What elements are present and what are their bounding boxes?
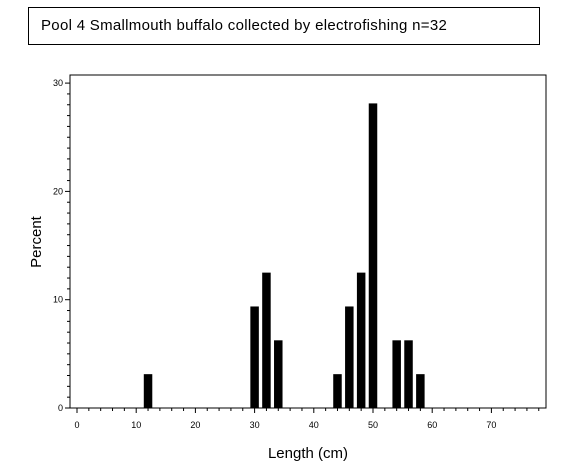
bar [262,272,271,408]
x-tick-label: 10 [131,420,141,430]
bar-series [143,103,425,408]
x-axis: 0 10 20 30 40 50 60 70 [74,408,540,430]
y-axis-label: Percent [28,215,45,268]
y-tick-label: 0 [58,403,63,413]
bar [416,374,425,408]
bar [356,272,366,408]
y-tick-label: 10 [53,295,63,305]
x-tick-label: 70 [486,420,496,430]
bar [404,340,413,408]
x-tick-label: 20 [190,420,200,430]
chart-title-box: Pool 4 Smallmouth buffalo collected by e… [28,7,540,45]
bar [392,340,401,408]
bar [143,374,153,408]
chart-title: Pool 4 Smallmouth buffalo collected by e… [41,17,448,34]
y-tick-label: 30 [53,78,63,88]
plot-frame [69,74,547,409]
x-tick-label: 50 [368,420,378,430]
bar [333,374,342,408]
bar [250,306,259,408]
x-tick-label: 40 [309,420,319,430]
x-tick-label: 30 [250,420,260,430]
bar [274,340,283,408]
y-tick-label: 20 [53,186,63,196]
x-tick-label: 60 [427,420,437,430]
bar [368,103,378,408]
x-axis-label: Length (cm) [268,445,348,462]
bar [345,306,354,408]
x-tick-label: 0 [74,420,79,430]
y-axis: 0 10 20 30 [53,78,70,413]
